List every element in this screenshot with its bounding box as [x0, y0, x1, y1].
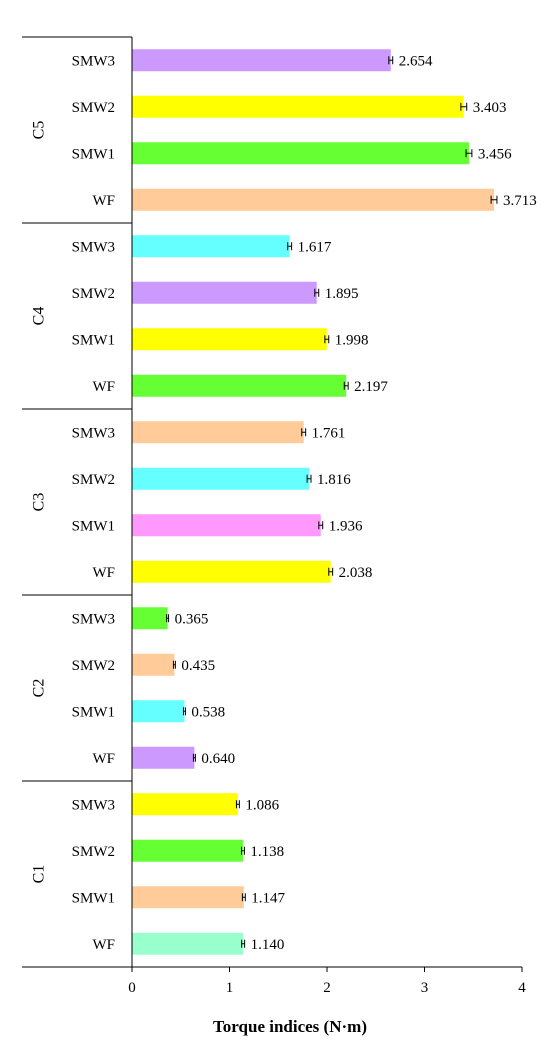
category-tick-label: SMW2 — [72, 658, 115, 674]
category-tick-label: WF — [93, 937, 116, 953]
bar — [132, 886, 244, 909]
category-tick-label: SMW1 — [72, 146, 115, 162]
x-tick-label: 3 — [421, 980, 429, 996]
data-label: 0.640 — [201, 751, 235, 767]
data-label: 0.365 — [175, 611, 209, 627]
bar — [132, 328, 327, 351]
data-label: 3.456 — [478, 146, 512, 162]
category-tick-label: WF — [93, 751, 116, 767]
bar — [132, 607, 168, 630]
category-tick-label: SMW3 — [72, 797, 115, 813]
bar — [132, 932, 244, 955]
bar — [132, 188, 495, 211]
category-tick-label: SMW3 — [72, 611, 115, 627]
bar — [132, 235, 290, 258]
data-label: 2.654 — [399, 53, 433, 69]
group-label: C2 — [31, 679, 48, 698]
data-label: 2.197 — [354, 379, 388, 395]
bar — [132, 421, 304, 444]
bar — [132, 746, 195, 769]
data-label: 1.816 — [317, 472, 351, 488]
category-tick-label: WF — [93, 379, 116, 395]
bars-layer — [132, 49, 495, 955]
bar — [132, 839, 243, 862]
data-label: 0.435 — [181, 658, 215, 674]
bar — [132, 653, 175, 676]
category-tick-label: SMW2 — [72, 472, 115, 488]
bar — [132, 281, 317, 304]
category-tick-label: SMW3 — [72, 53, 115, 69]
group-label: C1 — [31, 865, 48, 884]
bar — [132, 142, 469, 165]
error-bars-layer — [166, 56, 498, 948]
labels-layer: C5 2.654 SMW3 3.403 SMW2 3.456 SMW1 3.713 WF C4 1.… — [31, 53, 537, 996]
bar — [132, 560, 331, 583]
x-axis-title: Torque indices (N·m) — [213, 1017, 367, 1036]
data-label: 3.713 — [503, 193, 537, 209]
data-label: 1.147 — [251, 890, 285, 906]
category-tick-label: SMW1 — [72, 518, 115, 534]
data-label: 1.761 — [312, 425, 346, 441]
data-label: 1.086 — [245, 797, 279, 813]
bar — [132, 700, 185, 723]
category-tick-label: SMW3 — [72, 425, 115, 441]
bar — [132, 49, 391, 72]
data-label: 3.403 — [473, 100, 507, 116]
category-tick-label: SMW1 — [72, 332, 115, 348]
x-tick-label: 2 — [323, 980, 331, 996]
category-tick-label: SMW2 — [72, 100, 115, 116]
category-tick-label: SMW3 — [72, 239, 115, 255]
bar — [132, 95, 464, 118]
category-tick-label: WF — [93, 565, 116, 581]
group-label: C5 — [31, 121, 48, 140]
data-label: 1.138 — [250, 844, 284, 860]
data-label: 1.936 — [329, 518, 363, 534]
x-tick-label: 0 — [128, 980, 136, 996]
category-tick-label: SMW2 — [72, 286, 115, 302]
bar — [132, 514, 321, 537]
bar — [132, 793, 238, 816]
axes-layer — [22, 36, 523, 972]
category-tick-label: WF — [93, 193, 116, 209]
category-tick-label: SMW1 — [72, 704, 115, 720]
x-tick-label: 4 — [518, 980, 526, 996]
data-label: 2.038 — [339, 565, 373, 581]
group-label: C4 — [31, 307, 48, 326]
group-label: C3 — [31, 493, 48, 512]
category-tick-label: SMW1 — [72, 890, 115, 906]
data-label: 1.998 — [335, 332, 369, 348]
data-label: 1.140 — [251, 937, 285, 953]
data-label: 1.895 — [325, 286, 359, 302]
data-label: 0.538 — [191, 704, 225, 720]
bar — [132, 374, 347, 397]
x-tick-label: 1 — [226, 980, 234, 996]
bar — [132, 467, 310, 490]
category-tick-label: SMW2 — [72, 844, 115, 860]
data-label: 1.617 — [298, 239, 332, 255]
